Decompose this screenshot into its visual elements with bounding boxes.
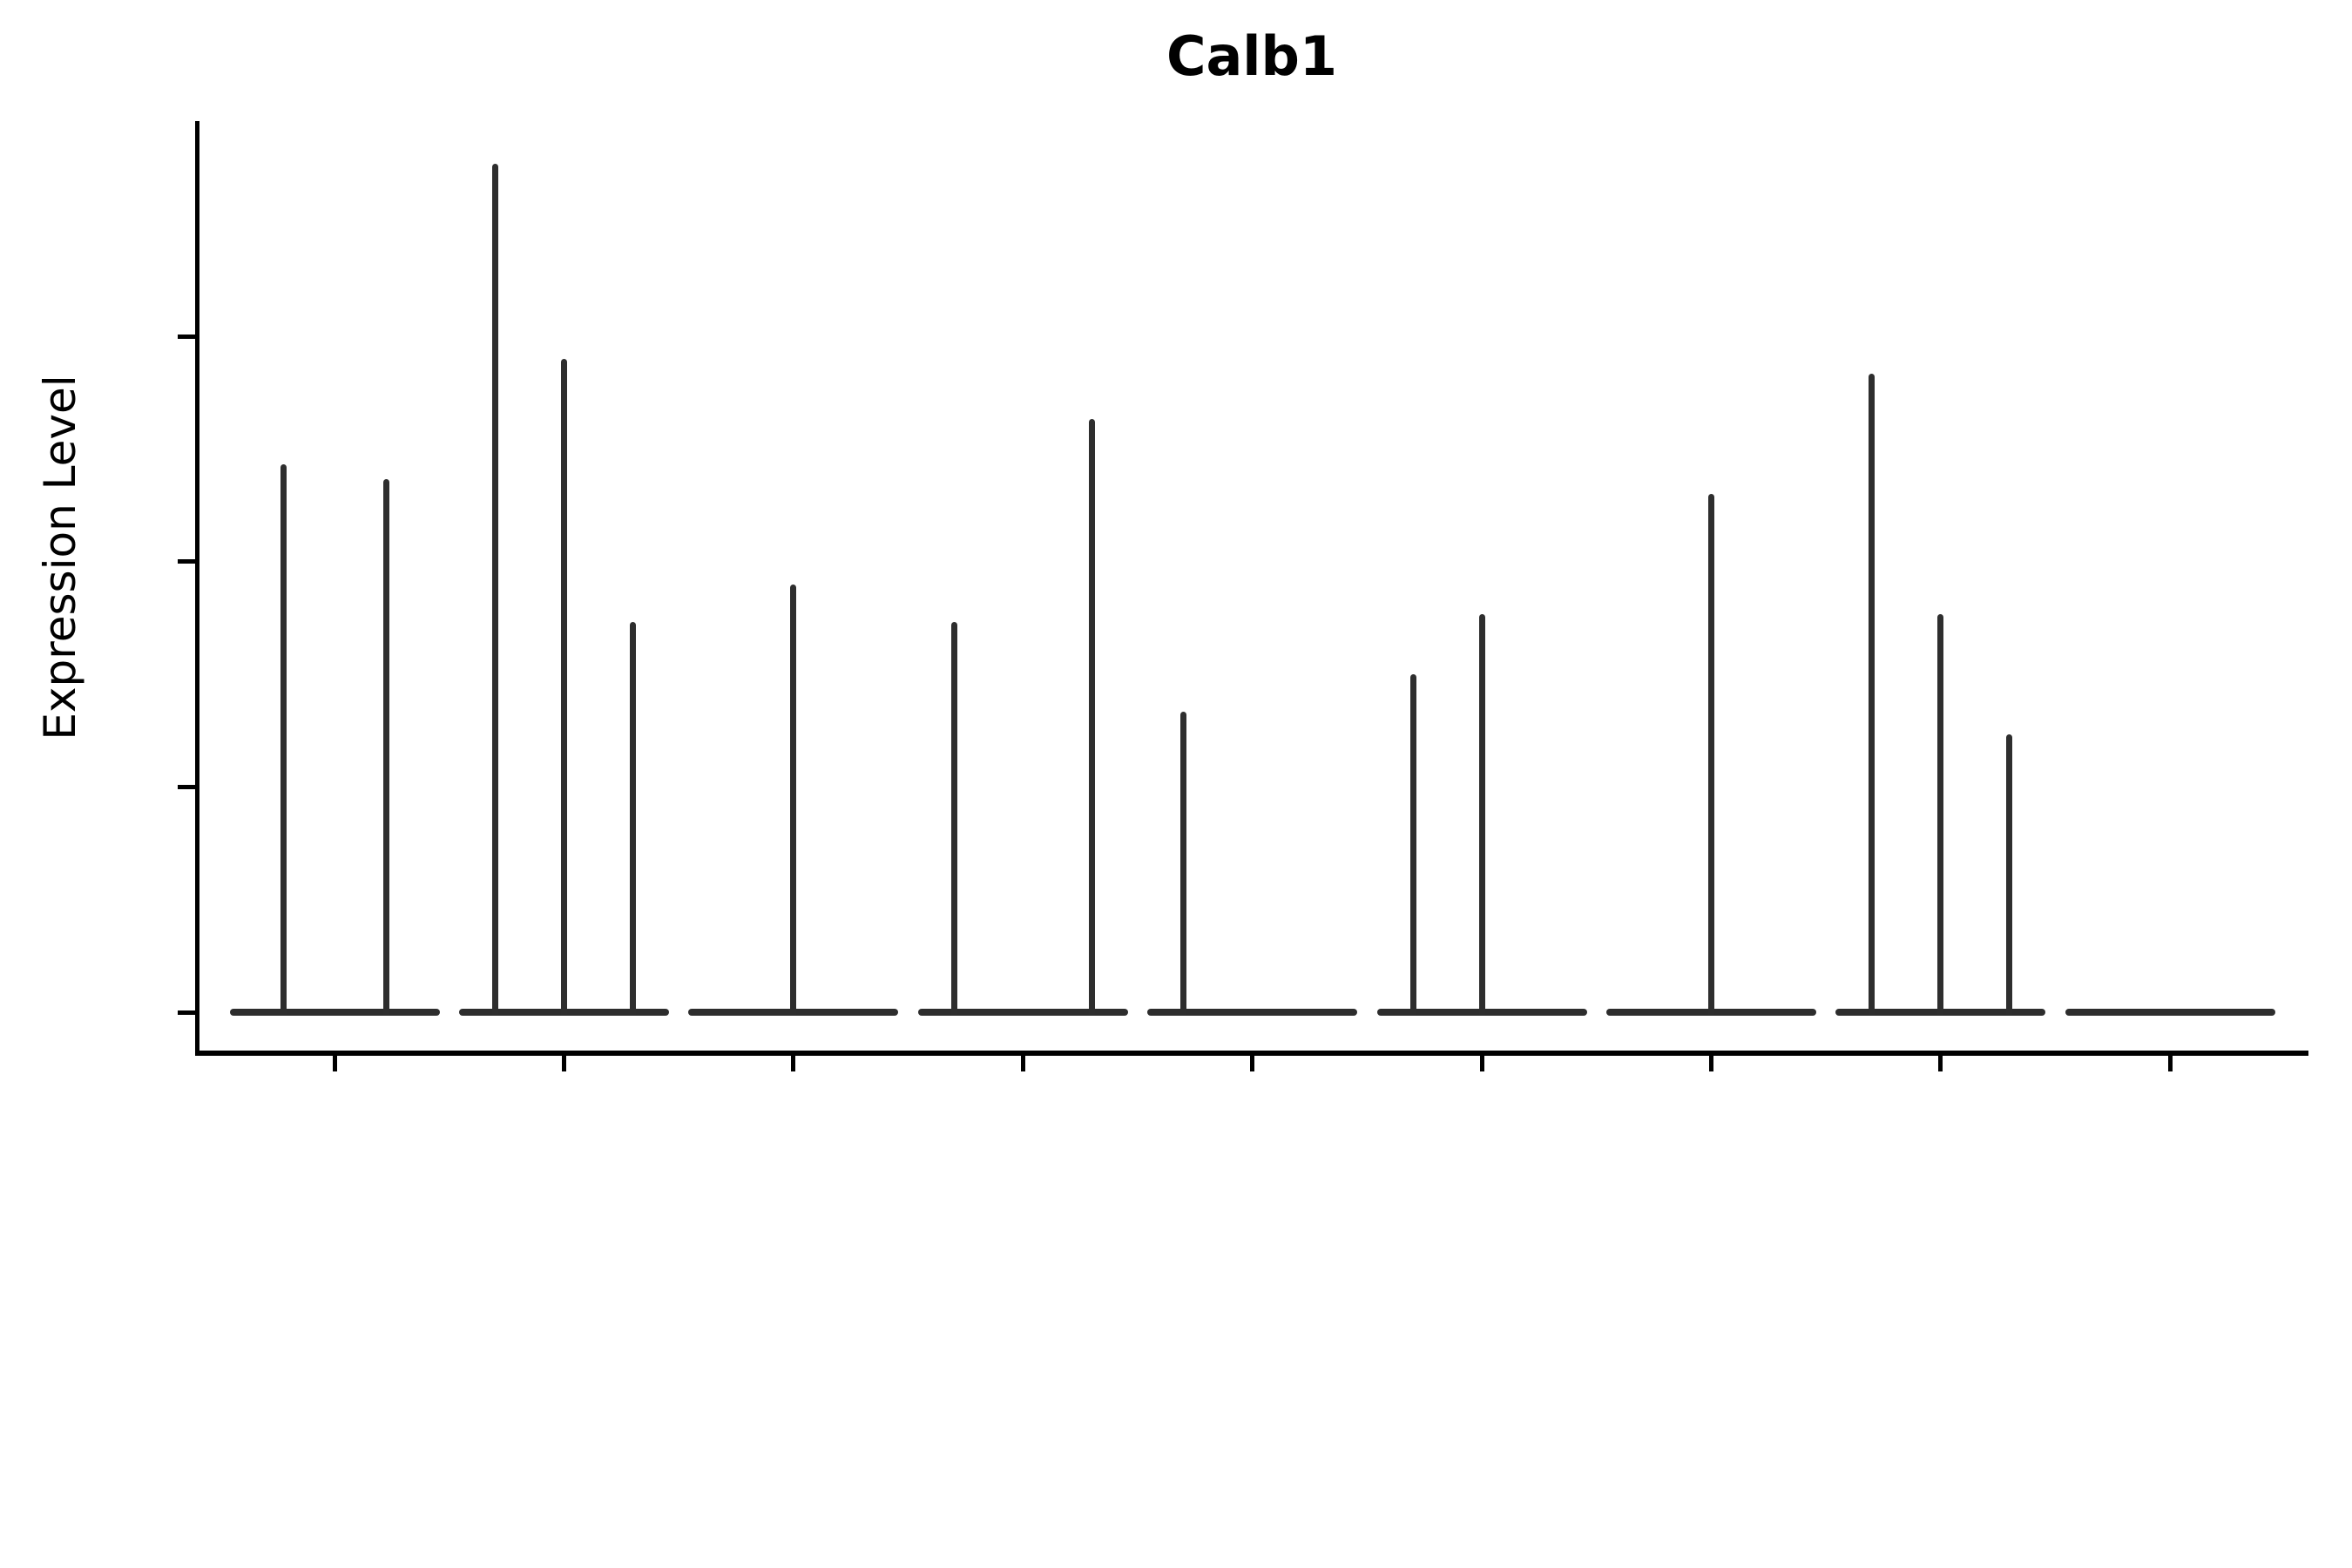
violin-spike [790, 584, 797, 1015]
x-tick-mark [561, 1056, 566, 1071]
violin-spike [1409, 674, 1416, 1015]
x-tick-mark [1250, 1056, 1255, 1071]
x-tick-mark [1479, 1056, 1484, 1071]
x-tick-mark [2167, 1056, 2173, 1071]
violin-spike [629, 621, 636, 1015]
plot-title: Calb1 [1166, 24, 1338, 88]
y-axis-label: Expression Level [35, 375, 85, 740]
violin-spike [491, 163, 498, 1015]
violin-spike [2006, 734, 2013, 1015]
violin-spike [280, 463, 287, 1015]
y-tick-mark [178, 334, 195, 339]
violin-spike [1869, 374, 1876, 1015]
violin-spike [1937, 614, 1944, 1015]
x-tick-mark [791, 1056, 796, 1071]
violin-spike [1180, 712, 1187, 1015]
x-tick-mark [1938, 1056, 1943, 1071]
violin-base [917, 1009, 1128, 1016]
violin-base [229, 1009, 440, 1016]
y-axis-spine [195, 121, 199, 1056]
violin-spike [1088, 419, 1095, 1015]
violin-spike [1707, 494, 1714, 1015]
violin-spike [382, 478, 389, 1015]
violin-base [1147, 1009, 1358, 1016]
violin-spike [950, 621, 957, 1015]
x-tick-mark [1020, 1056, 1025, 1071]
x-tick-mark [332, 1056, 337, 1071]
y-tick-mark [178, 784, 195, 789]
violin-spike [1478, 614, 1485, 1015]
violin-base [2065, 1009, 2275, 1016]
y-tick-mark [178, 1010, 195, 1015]
x-tick-mark [1708, 1056, 1713, 1071]
violin-spike [560, 359, 567, 1015]
y-tick-mark [178, 559, 195, 564]
x-axis-spine [195, 1051, 2308, 1056]
